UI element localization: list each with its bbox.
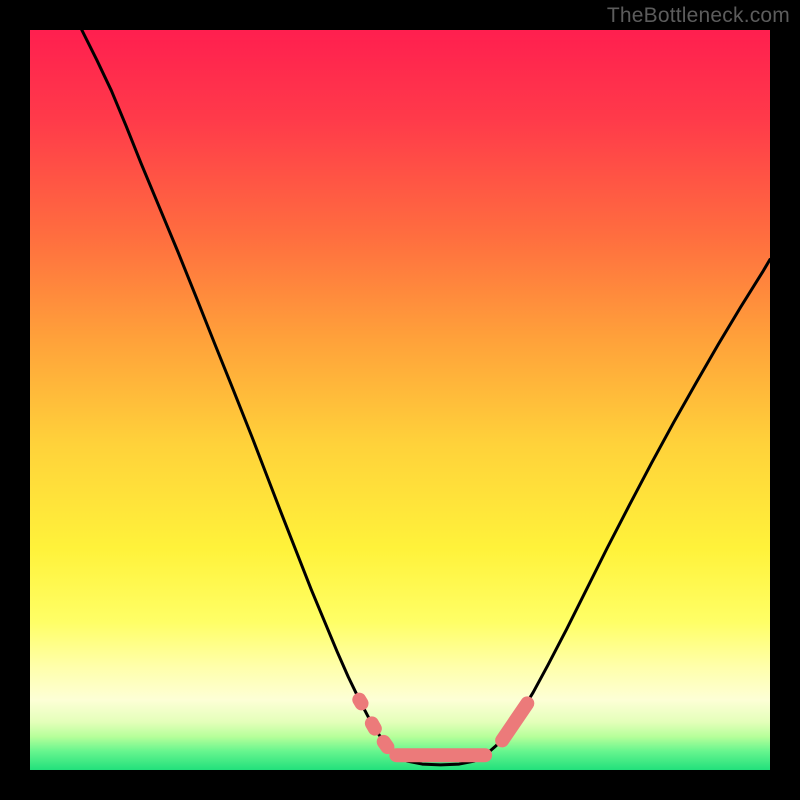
highlight-segment — [372, 723, 375, 728]
highlight-segment — [384, 742, 388, 747]
highlight-segment — [359, 700, 361, 704]
chart-stage: TheBottleneck.com — [0, 0, 800, 800]
gradient-background — [30, 30, 770, 770]
chart-svg — [0, 0, 800, 800]
